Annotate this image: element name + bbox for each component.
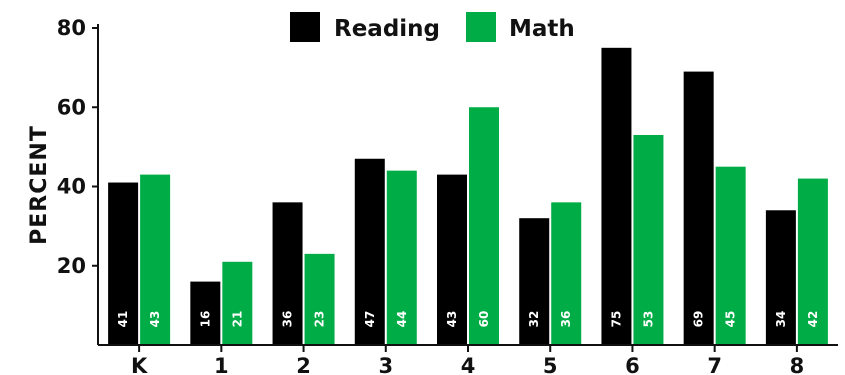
y-tick-label: 60 — [57, 95, 86, 119]
bar-math — [469, 107, 499, 345]
y-tick-label: 20 — [57, 254, 86, 278]
data-label-reading: 47 — [363, 311, 377, 328]
data-label-math: 53 — [641, 311, 655, 328]
data-labels: 41 43 16 21 36 23 47 44 43 60 32 36 75 53 69 45 34 42 — [116, 311, 820, 328]
bar-reading — [601, 48, 631, 345]
data-label-reading: 41 — [116, 311, 130, 328]
data-label-reading: 16 — [198, 311, 212, 328]
data-label-math: 42 — [806, 311, 820, 328]
x-tick-label: 2 — [296, 354, 311, 375]
bar-math — [305, 254, 335, 345]
data-label-math: 23 — [313, 311, 327, 328]
data-label-reading: 34 — [774, 311, 788, 328]
data-label-math: 45 — [724, 311, 738, 328]
x-axis-ticks: K 1 2 3 4 5 6 7 8 — [131, 345, 804, 375]
x-tick-label: 5 — [543, 354, 558, 375]
legend-swatch-math — [466, 12, 496, 42]
y-tick-label: 40 — [57, 175, 86, 199]
data-label-math: 60 — [477, 311, 491, 328]
legend: Reading Math — [290, 12, 575, 42]
y-tick-label: 80 — [57, 16, 86, 40]
y-axis-title: PERCENT — [27, 125, 52, 245]
data-label-reading: 75 — [609, 311, 623, 328]
data-label-math: 21 — [230, 311, 244, 328]
data-label-reading: 36 — [281, 311, 295, 328]
data-label-math: 44 — [395, 311, 409, 328]
x-tick-label: 4 — [461, 354, 476, 375]
x-tick-label: 6 — [625, 354, 640, 375]
data-label-reading: 69 — [692, 311, 706, 328]
bars — [108, 48, 828, 345]
data-label-reading: 32 — [527, 311, 541, 328]
legend-label-math: Math — [509, 16, 575, 42]
legend-label-reading: Reading — [334, 16, 440, 42]
data-label-math: 36 — [559, 311, 573, 328]
x-tick-label: K — [131, 354, 148, 375]
data-label-reading: 43 — [445, 311, 459, 328]
x-tick-label: 7 — [707, 354, 722, 375]
y-axis-ticks: 20 40 60 80 — [57, 16, 98, 278]
data-label-math: 43 — [148, 311, 162, 328]
bar-reading — [684, 72, 714, 345]
x-tick-label: 1 — [214, 354, 229, 375]
x-tick-label: 8 — [790, 354, 805, 375]
legend-swatch-reading — [290, 12, 320, 42]
bar-math — [222, 262, 252, 345]
x-tick-label: 3 — [378, 354, 393, 375]
